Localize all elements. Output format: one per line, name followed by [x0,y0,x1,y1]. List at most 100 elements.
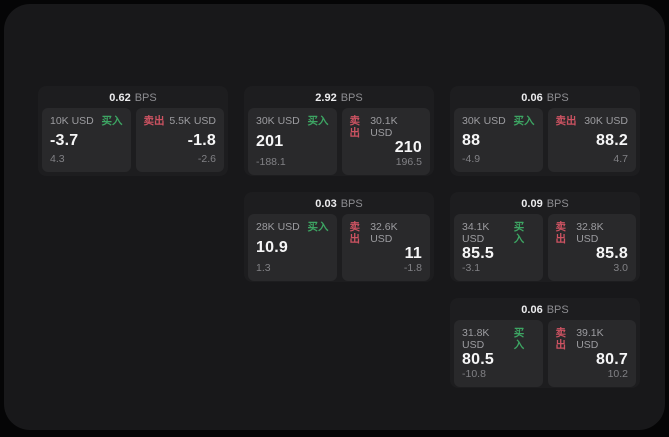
sell-sub-value: 4.7 [613,153,628,165]
buy-quote-tile[interactable]: 31.8K USD 买入 80.5 -10.8 [454,320,543,387]
sell-quote-tile[interactable]: 卖出 30K USD 88.2 4.7 [547,108,636,172]
buy-price: -3.7 [50,131,79,149]
buy-amount: 30K USD [256,115,300,127]
bps-unit-label: BPS [546,198,569,210]
bps-value: 2.92 [315,92,337,104]
buy-tile-header: 34.1K USD 买入 [462,221,535,245]
buy-sub-value: 1.3 [256,262,271,274]
sell-side-label: 卖出 [143,115,165,127]
sell-quote-tile[interactable]: 卖出 39.1K USD 80.7 10.2 [547,320,636,387]
bps-value: 0.03 [315,198,337,210]
quote-panels: 31.8K USD 买入 80.5 -10.8 卖出 39.1K USD 80.… [454,320,636,387]
sell-amount: 5.5K USD [169,115,216,127]
sell-tile-header: 卖出 30K USD [556,115,629,127]
sell-amount: 32.6K USD [370,221,398,245]
quote-panels: 10K USD 买入 -3.7 4.3 卖出 5.5K USD -1.8 -2.… [42,108,224,172]
sell-amount: 32.8K USD [576,221,604,245]
sell-side-label: 卖出 [555,327,567,351]
sell-sub-value: -2.6 [197,153,216,165]
buy-price: 10.9 [256,239,288,256]
sell-amount: 39.1K USD [576,327,604,351]
bps-header: 0.03 BPS [248,195,430,213]
sell-sub-value: 196.5 [395,156,422,168]
bps-unit-label: BPS [340,198,363,210]
quote-panels: 28K USD 买入 10.9 1.3 卖出 32.6K USD 11 -1.8 [248,214,430,281]
buy-tile-header: 10K USD 买入 [50,115,123,127]
buy-sub-value: -188.1 [256,156,286,168]
buy-amount: 31.8K USD [462,327,490,351]
sell-price: 80.7 [596,351,628,368]
buy-sub-value: -10.8 [462,368,486,380]
sell-sub-value: 10.2 [607,368,628,380]
buy-side-label: 买入 [513,327,525,351]
buy-sub-value: -4.9 [462,153,481,165]
buy-tile-header: 30K USD 买入 [256,115,329,127]
sell-tile-header: 卖出 30.1K USD [350,115,423,139]
buy-quote-tile[interactable]: 28K USD 买入 10.9 1.3 [248,214,337,281]
sell-tile-header: 卖出 32.8K USD [556,221,629,245]
bps-unit-label: BPS [546,304,569,316]
sell-tile-header: 卖出 32.6K USD [350,221,423,245]
buy-quote-tile[interactable]: 30K USD 买入 88 -4.9 [454,108,543,172]
buy-tile-header: 31.8K USD 买入 [462,327,535,351]
buy-price: 88 [462,131,481,149]
sell-side-label: 卖出 [349,221,361,245]
sell-quote-tile[interactable]: 卖出 30.1K USD 210 196.5 [341,108,430,175]
bps-header: 2.92 BPS [248,89,430,107]
bps-unit-label: BPS [546,92,569,104]
sell-quote-tile[interactable]: 卖出 32.6K USD 11 -1.8 [341,214,430,281]
sell-side-label: 卖出 [555,115,577,127]
quotes-panel: 0.62 BPS 10K USD 买入 -3.7 4.3 卖出 [4,4,665,430]
buy-side-label: 买入 [307,115,329,127]
sell-side-label: 卖出 [555,221,567,245]
bps-value: 0.62 [109,92,131,104]
quote-card: 0.06 BPS 31.8K USD 买入 80.5 -10.8 卖 [450,298,640,388]
sell-amount: 30K USD [584,115,628,127]
sell-tile-header: 卖出 39.1K USD [556,327,629,351]
buy-quote-tile[interactable]: 10K USD 买入 -3.7 4.3 [42,108,131,172]
quote-card: 0.03 BPS 28K USD 买入 10.9 1.3 卖出 [244,192,434,282]
bps-header: 0.09 BPS [454,195,636,213]
quote-card: 2.92 BPS 30K USD 买入 201 -188.1 卖出 [244,86,434,176]
buy-price: 80.5 [462,351,494,368]
sell-price: 11 [404,245,422,262]
quote-card: 0.06 BPS 30K USD 买入 88 -4.9 卖出 [450,86,640,176]
buy-amount: 10K USD [50,115,94,127]
bps-value: 0.06 [521,92,543,104]
sell-price: 85.8 [596,245,628,262]
quote-panels: 34.1K USD 买入 85.5 -3.1 卖出 32.8K USD 85.8… [454,214,636,281]
sell-quote-tile[interactable]: 卖出 5.5K USD -1.8 -2.6 [135,108,224,172]
buy-amount: 34.1K USD [462,221,490,245]
sell-sub-value: 3.0 [613,262,628,274]
buy-sub-value: -3.1 [462,262,481,274]
sell-quote-tile[interactable]: 卖出 32.8K USD 85.8 3.0 [547,214,636,281]
sell-tile-header: 卖出 5.5K USD [144,115,217,127]
bps-header: 0.62 BPS [42,89,224,107]
quote-panels: 30K USD 买入 201 -188.1 卖出 30.1K USD 210 1… [248,108,430,175]
buy-tile-header: 28K USD 买入 [256,221,329,233]
sell-sub-value: -1.8 [403,262,422,274]
buy-quote-tile[interactable]: 34.1K USD 买入 85.5 -3.1 [454,214,543,281]
buy-sub-value: 4.3 [50,153,65,165]
buy-side-label: 买入 [101,115,123,127]
sell-price: -1.8 [187,131,216,149]
quote-card: 0.62 BPS 10K USD 买入 -3.7 4.3 卖出 [38,86,228,176]
buy-side-label: 买入 [513,221,525,245]
quote-cards-grid: 0.62 BPS 10K USD 买入 -3.7 4.3 卖出 [38,86,640,388]
bps-value: 0.09 [521,198,543,210]
quote-card: 0.09 BPS 34.1K USD 买入 85.5 -3.1 卖出 [450,192,640,282]
buy-side-label: 买入 [513,115,535,127]
buy-side-label: 买入 [307,221,329,233]
buy-amount: 28K USD [256,221,300,233]
buy-tile-header: 30K USD 买入 [462,115,535,127]
quote-panels: 30K USD 买入 88 -4.9 卖出 30K USD 88.2 4.7 [454,108,636,172]
buy-amount: 30K USD [462,115,506,127]
buy-price: 201 [256,133,284,150]
sell-price: 88.2 [596,131,628,149]
buy-quote-tile[interactable]: 30K USD 买入 201 -188.1 [248,108,337,175]
bps-header: 0.06 BPS [454,89,636,107]
bps-value: 0.06 [521,304,543,316]
sell-price: 210 [394,139,422,156]
bps-header: 0.06 BPS [454,301,636,319]
